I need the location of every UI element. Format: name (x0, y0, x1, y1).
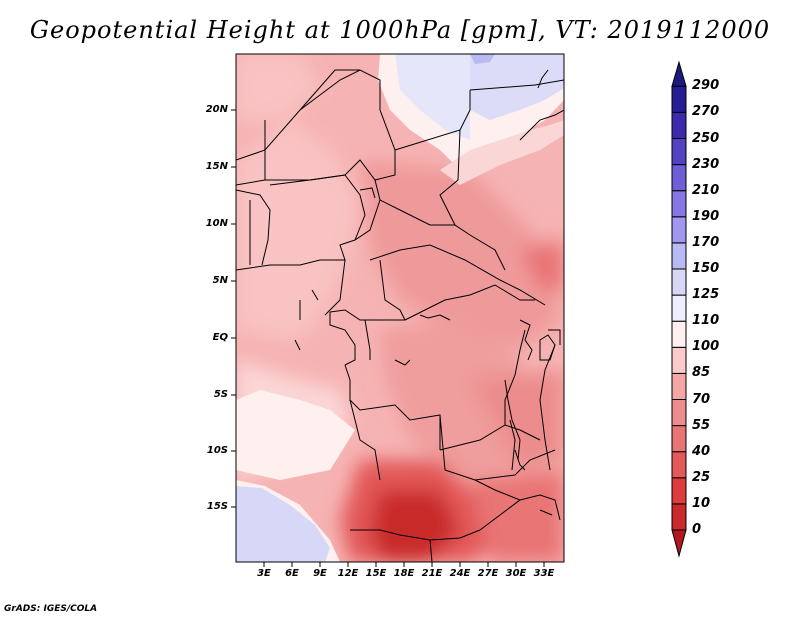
lat-label-15n: 15N (205, 161, 228, 172)
colorbar-level-label: 40 (692, 443, 711, 459)
colorbar-bin (671, 190, 687, 218)
colorbar-bin (671, 85, 687, 113)
colorbar-level-label: 100 (692, 339, 720, 355)
colorbar-level-label: 10 (692, 495, 711, 511)
colorbar-level-label: 25 (692, 469, 711, 485)
colorbar-bin-high (671, 60, 687, 87)
colorbar-level-label: 55 (692, 417, 711, 433)
lon-label-30e: 30E (505, 568, 527, 579)
lon-label-33e: 33E (533, 568, 555, 579)
colorbar-level-label: 110 (692, 313, 720, 329)
colorbar-bin-low (671, 529, 687, 558)
lat-label-eq: EQ (212, 332, 228, 343)
country-borders (236, 69, 564, 562)
lat-label-20n: 20N (205, 104, 228, 115)
grads-credit: GrADS: IGES/COLA (4, 604, 98, 614)
colorbar-bin (671, 268, 687, 296)
lon-label-9e: 9E (313, 568, 327, 579)
colorbar-bin (671, 216, 687, 244)
colorbar-level-label: 230 (692, 156, 720, 172)
colorbar-level-label: 210 (692, 182, 720, 198)
colorbar-level-label: 150 (692, 261, 720, 276)
shaded-field (236, 54, 564, 562)
colorbar-level-label: 250 (692, 130, 720, 146)
lon-label-24e: 24E (449, 568, 471, 579)
axis-ticks (231, 109, 545, 567)
colorbar-level-label: 85 (692, 365, 711, 381)
colorbar-bin (671, 242, 687, 270)
colorbar-level-label: 290 (692, 78, 720, 94)
colorbar-bin (671, 294, 687, 322)
colorbar-bin (671, 111, 687, 140)
colorbar-level-label: 190 (692, 208, 720, 224)
lat-label-15s: 15S (206, 501, 228, 512)
lon-label-3e: 3E (257, 568, 271, 579)
colorbar-level-label: 0 (692, 522, 702, 537)
lat-label-5s: 5S (213, 389, 228, 400)
colorbar-bin (671, 399, 687, 427)
chart-title: Geopotential Height at 1000hPa [gpm], VT… (29, 16, 771, 44)
lon-label-18e: 18E (393, 568, 415, 579)
lat-label-5n: 5N (212, 275, 228, 286)
colorbar-bin (671, 164, 687, 192)
lat-label-10n: 10N (205, 218, 228, 229)
colorbar-bin (671, 320, 687, 348)
colorbar-level-label: 170 (692, 234, 720, 250)
colorbar-bin (671, 138, 687, 166)
lon-label-6e: 6E (285, 568, 299, 579)
colorbar-bin (671, 503, 687, 531)
lon-label-21e: 21E (421, 568, 443, 579)
colorbar-level-label: 125 (692, 287, 720, 303)
lat-label-10s: 10S (206, 445, 228, 456)
lon-label-15e: 15E (365, 568, 387, 579)
colorbar (671, 60, 687, 558)
colorbar-bin (671, 451, 687, 479)
colorbar-bin (671, 425, 687, 453)
lon-label-12e: 12E (337, 568, 359, 579)
colorbar-bin (671, 372, 687, 400)
colorbar-level-label: 270 (692, 104, 720, 120)
colorbar-level-label: 70 (692, 391, 711, 407)
colorbar-bin (671, 477, 687, 505)
lon-label-27e: 27E (477, 568, 499, 579)
colorbar-bin (671, 346, 687, 374)
map-frame (235, 53, 565, 563)
